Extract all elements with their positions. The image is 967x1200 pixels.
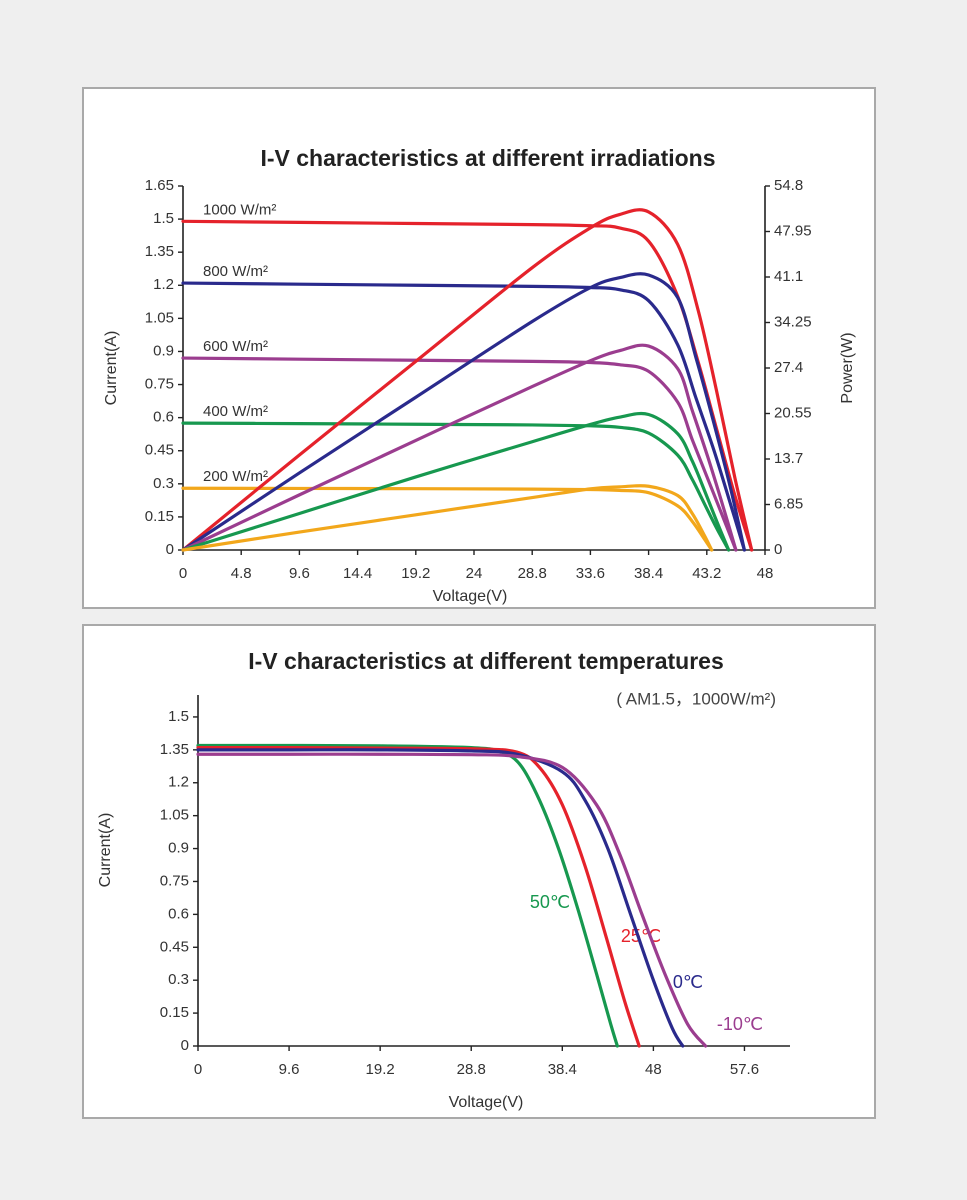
panel xyxy=(82,624,876,1119)
y-tick-label: 0.3 xyxy=(168,971,189,988)
x-tick-label: 28.8 xyxy=(518,565,547,582)
y-tick-label: 1.05 xyxy=(160,807,189,824)
y-tick-label: 0.6 xyxy=(168,905,189,922)
x-tick-label: 57.6 xyxy=(730,1061,759,1078)
y-tick-label: 0.45 xyxy=(160,938,189,955)
y-tick-label: 0.9 xyxy=(168,840,189,857)
y-tick-label: 1.35 xyxy=(160,741,189,758)
y2-tick-label: 0 xyxy=(774,541,782,558)
series-line xyxy=(181,272,746,552)
y-tick-label: 1.2 xyxy=(153,276,174,293)
y-tick-label: 0 xyxy=(166,541,174,558)
series-line xyxy=(181,484,714,552)
y-tick-label: 0.75 xyxy=(145,376,174,393)
x-tick-label: 0 xyxy=(194,1061,202,1078)
series-label: -10℃ xyxy=(717,1014,763,1034)
series-line xyxy=(196,743,619,1048)
y-tick-label: 1.35 xyxy=(145,243,174,260)
y-tick-label: 0.15 xyxy=(145,508,174,525)
x-tick-label: 19.2 xyxy=(366,1061,395,1078)
y2-tick-label: 34.25 xyxy=(774,313,812,330)
series-line xyxy=(181,421,731,552)
series-line xyxy=(181,411,731,552)
series-line xyxy=(181,281,746,552)
chart-title: I-V characteristics at different tempera… xyxy=(248,648,724,674)
y-tick-label: 0.9 xyxy=(153,342,174,359)
series-line xyxy=(196,746,641,1048)
y-tick-label: 1.5 xyxy=(153,210,174,227)
y2-tick-label: 27.4 xyxy=(774,359,803,376)
x-tick-label: 28.8 xyxy=(457,1061,486,1078)
y-tick-label: 1.5 xyxy=(168,708,189,725)
y2-axis-title: Power(W) xyxy=(839,332,856,403)
y-tick-label: 0.6 xyxy=(153,409,174,426)
series-line xyxy=(196,748,685,1048)
y2-tick-label: 54.8 xyxy=(774,177,803,194)
y-tick-label: 0.45 xyxy=(145,442,174,459)
series-label: 200 W/m² xyxy=(203,468,268,485)
x-tick-label: 43.2 xyxy=(692,565,721,582)
x-axis-title: Voltage(V) xyxy=(449,1094,524,1111)
x-tick-label: 4.8 xyxy=(231,565,252,582)
x-tick-label: 9.6 xyxy=(279,1061,300,1078)
chart-subtitle: ( AM1.5，1000W/m²) xyxy=(616,689,776,708)
x-tick-label: 48 xyxy=(757,565,774,582)
x-tick-label: 19.2 xyxy=(401,565,430,582)
x-tick-label: 14.4 xyxy=(343,565,372,582)
chart-title: I-V characteristics at different irradia… xyxy=(260,145,715,171)
y2-tick-label: 47.95 xyxy=(774,222,812,239)
y2-tick-label: 6.85 xyxy=(774,495,803,512)
series-line xyxy=(196,752,708,1048)
series-label: 800 W/m² xyxy=(203,263,268,280)
y2-tick-label: 41.1 xyxy=(774,268,803,285)
x-axis-title: Voltage(V) xyxy=(433,588,508,605)
x-tick-label: 38.4 xyxy=(548,1061,577,1078)
y-tick-label: 1.2 xyxy=(168,774,189,791)
x-tick-label: 24 xyxy=(466,565,483,582)
series-line xyxy=(181,208,754,552)
y-tick-label: 1.05 xyxy=(145,309,174,326)
series-line xyxy=(181,486,714,552)
y-tick-label: 0.75 xyxy=(160,872,189,889)
series-line xyxy=(181,343,738,552)
y2-tick-label: 13.7 xyxy=(774,450,803,467)
x-tick-label: 0 xyxy=(179,565,187,582)
x-tick-label: 48 xyxy=(645,1061,662,1078)
series-label: 400 W/m² xyxy=(203,403,268,420)
series-label: 0℃ xyxy=(673,972,703,992)
x-tick-label: 9.6 xyxy=(289,565,310,582)
x-tick-label: 38.4 xyxy=(634,565,663,582)
series-line xyxy=(181,356,738,552)
y2-tick-label: 20.55 xyxy=(774,404,812,421)
y-axis-title: Current(A) xyxy=(97,813,114,888)
y-tick-label: 1.65 xyxy=(145,177,174,194)
series-label: 600 W/m² xyxy=(203,338,268,355)
x-tick-label: 33.6 xyxy=(576,565,605,582)
y-tick-label: 0.3 xyxy=(153,475,174,492)
y-axis-title: Current(A) xyxy=(103,331,120,406)
series-label: 50℃ xyxy=(530,892,570,912)
y-tick-label: 0 xyxy=(181,1037,189,1054)
series-label: 1000 W/m² xyxy=(203,201,276,218)
y-tick-label: 0.15 xyxy=(160,1004,189,1021)
